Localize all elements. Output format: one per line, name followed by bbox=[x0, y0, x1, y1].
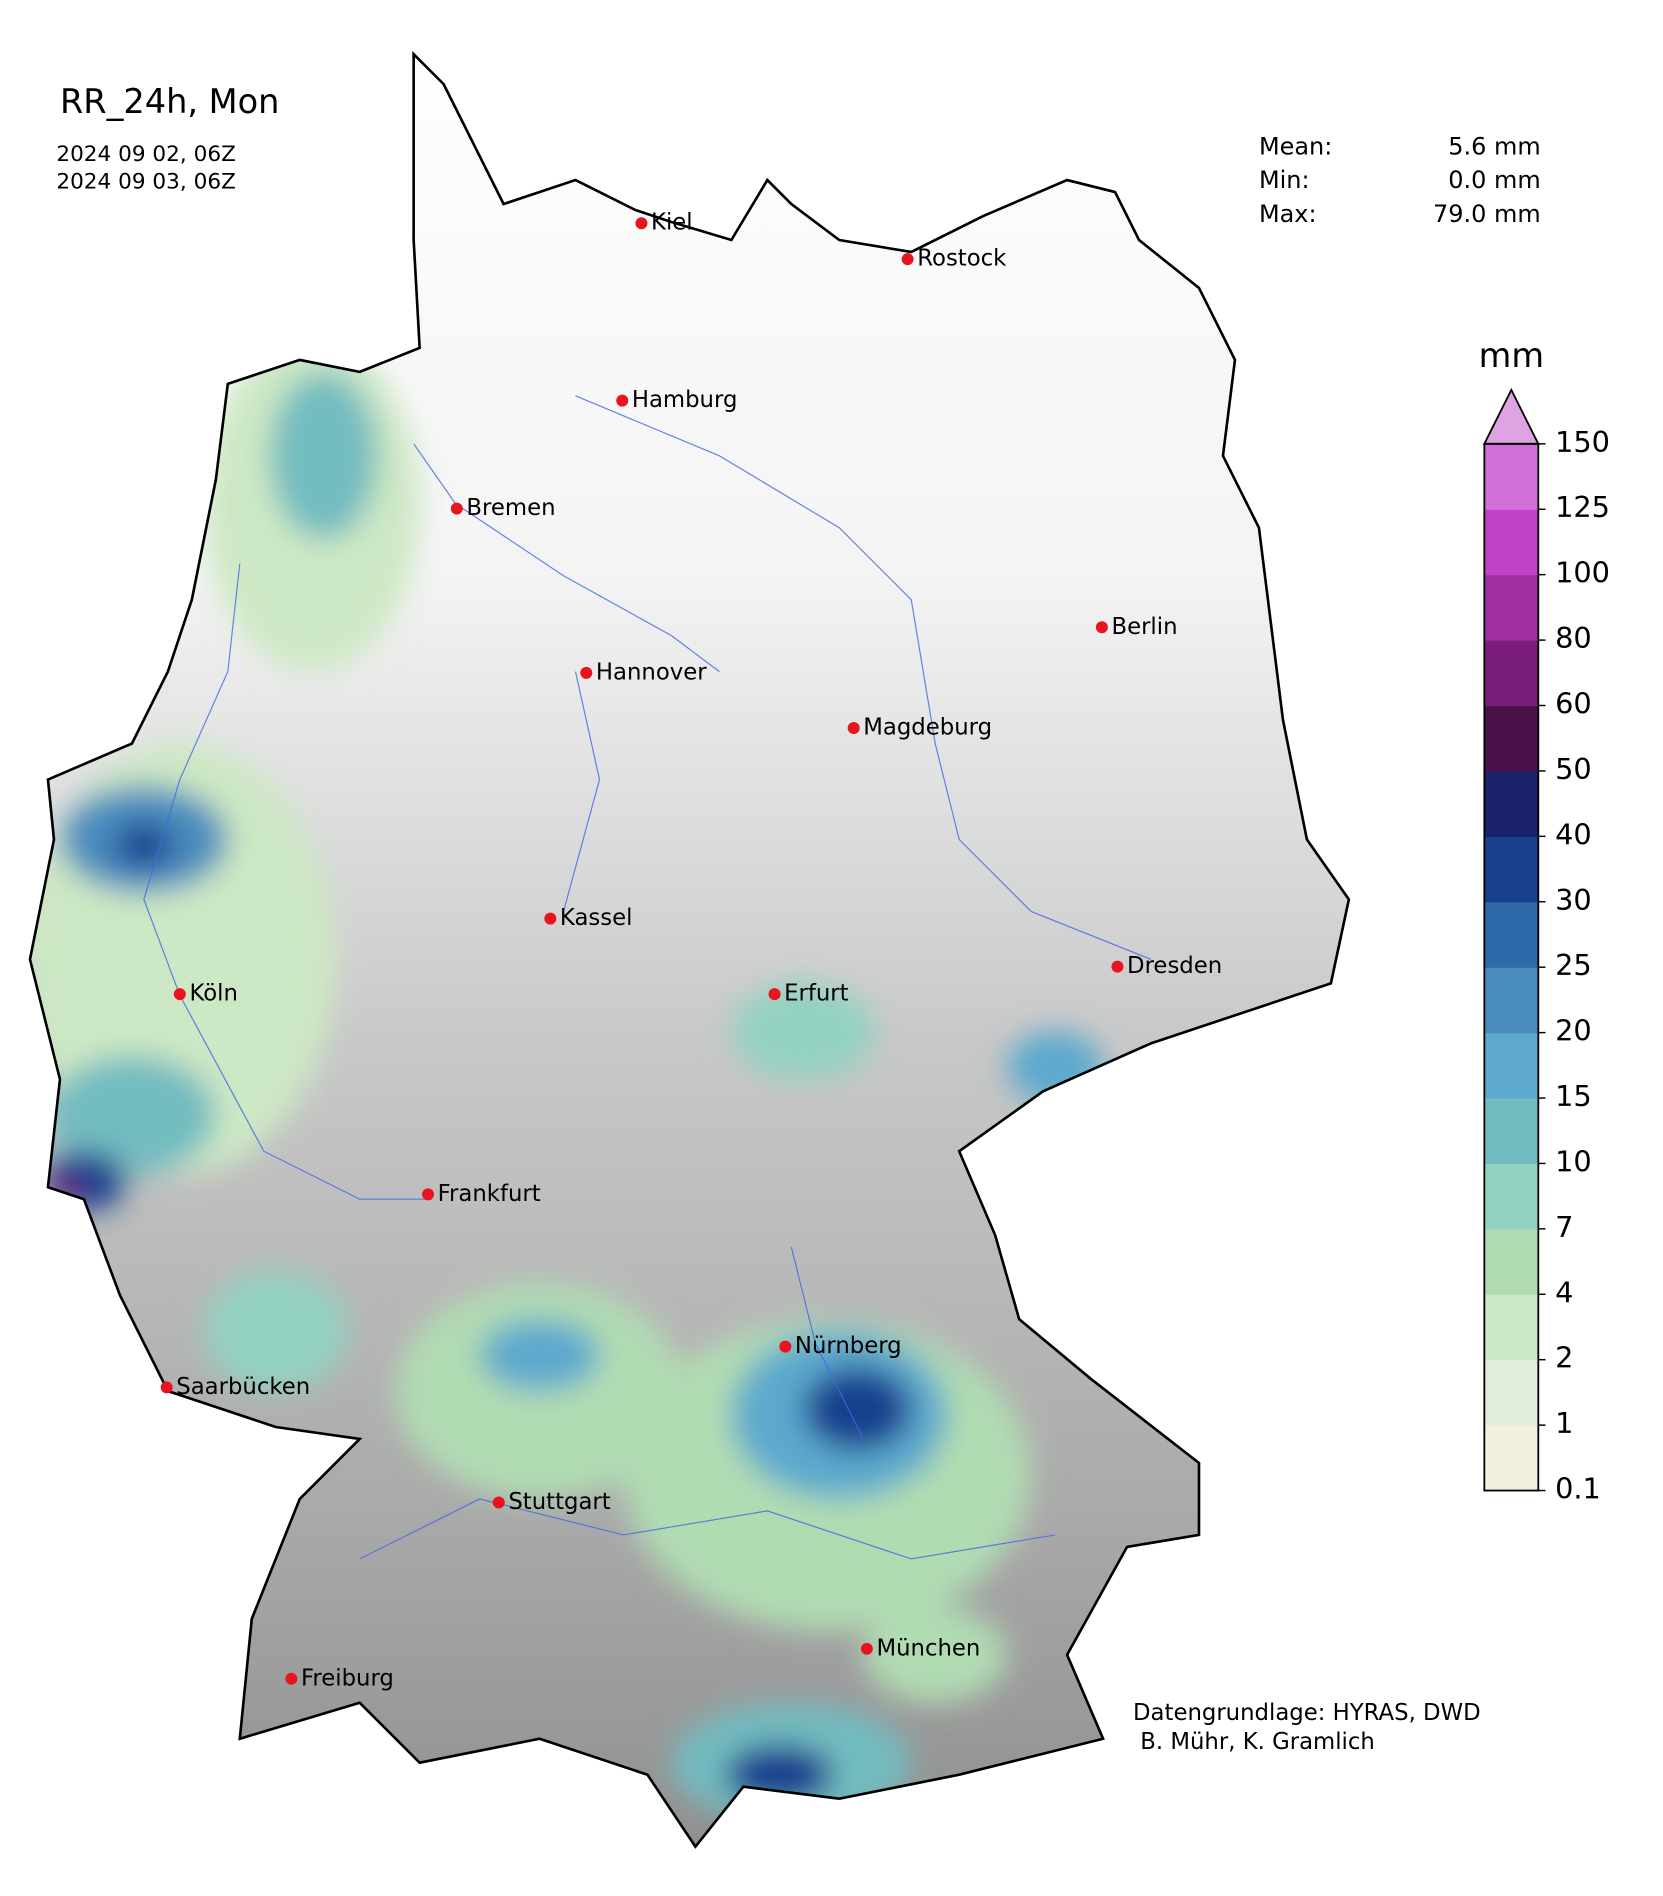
colorbar-label: mm bbox=[1479, 336, 1544, 375]
city-label: Freiburg bbox=[301, 1665, 394, 1691]
colorbar-tick-label: 100 bbox=[1555, 556, 1610, 590]
city-label: Saarbücken bbox=[176, 1374, 310, 1400]
colorbar-segment bbox=[1484, 901, 1539, 968]
stat-label: Max: bbox=[1259, 200, 1317, 228]
city-marker bbox=[616, 394, 629, 407]
city-label: Magdeburg bbox=[863, 714, 992, 740]
colorbar-tick-label: 10 bbox=[1555, 1144, 1592, 1178]
city-marker bbox=[173, 988, 186, 1001]
city-marker bbox=[847, 721, 860, 734]
colorbar-tick-label: 0.1 bbox=[1555, 1472, 1601, 1506]
colorbar-tick-label: 125 bbox=[1555, 490, 1610, 524]
city-marker bbox=[580, 666, 593, 679]
period-end: 2024 09 03, 06Z bbox=[56, 169, 236, 194]
city-marker bbox=[768, 988, 781, 1001]
colorbar-tick-label: 7 bbox=[1555, 1210, 1573, 1244]
colorbar-tick-label: 1 bbox=[1555, 1406, 1573, 1440]
credit-authors: B. Mühr, K. Gramlich bbox=[1133, 1729, 1375, 1755]
colorbar-tick-label: 4 bbox=[1555, 1275, 1573, 1309]
city-label: Hannover bbox=[596, 659, 707, 685]
city-label: Frankfurt bbox=[438, 1181, 541, 1207]
city-label: Köln bbox=[189, 981, 237, 1007]
colorbar-segment bbox=[1484, 1228, 1539, 1295]
city-label: Dresden bbox=[1127, 953, 1222, 979]
map-title: RR_24h, Mon bbox=[60, 82, 280, 121]
stat-label: Mean: bbox=[1259, 133, 1332, 161]
credit-source: Datengrundlage: HYRAS, DWD bbox=[1133, 1700, 1481, 1726]
city-marker bbox=[635, 217, 648, 230]
colorbar-tick-label: 20 bbox=[1555, 1014, 1592, 1048]
colorbar-tick-label: 80 bbox=[1555, 621, 1592, 655]
colorbar-segment bbox=[1484, 1294, 1539, 1361]
stat-value: 5.6 mm bbox=[1448, 133, 1540, 161]
city-marker bbox=[1111, 960, 1124, 973]
colorbar-segment bbox=[1484, 509, 1539, 576]
city-marker bbox=[544, 912, 557, 925]
colorbar-tick-label: 30 bbox=[1555, 883, 1592, 917]
colorbar-segment bbox=[1484, 1163, 1539, 1230]
city-label: Hamburg bbox=[632, 387, 738, 413]
colorbar-segment bbox=[1484, 705, 1539, 772]
cities: Kiel Rostock Hamburg Bremen Berlin Hannover Ma… bbox=[160, 210, 1222, 1691]
city-label: Kiel bbox=[651, 210, 693, 236]
city-marker bbox=[779, 1340, 792, 1353]
colorbar-segment bbox=[1484, 1098, 1539, 1165]
stat-value: 0.0 mm bbox=[1448, 166, 1540, 194]
city-marker bbox=[492, 1496, 505, 1509]
colorbar-tick-label: 50 bbox=[1555, 752, 1592, 786]
city-label: München bbox=[876, 1635, 980, 1661]
city-label: Berlin bbox=[1111, 614, 1177, 640]
colorbar-segment bbox=[1484, 1425, 1539, 1492]
colorbar-segment bbox=[1484, 1032, 1539, 1099]
city-marker bbox=[422, 1188, 435, 1201]
colorbar-segment bbox=[1484, 443, 1539, 510]
period-start: 2024 09 02, 06Z bbox=[56, 142, 236, 167]
city-marker bbox=[160, 1381, 173, 1394]
colorbar-segment bbox=[1484, 574, 1539, 641]
city-marker bbox=[901, 253, 914, 266]
colorbar-segment bbox=[1484, 770, 1539, 837]
city-label: Nürnberg bbox=[795, 1333, 902, 1359]
city-marker bbox=[285, 1672, 298, 1685]
colorbar-extension bbox=[1482, 387, 1540, 445]
city-label: Stuttgart bbox=[508, 1489, 610, 1515]
colorbar-tick-label: 150 bbox=[1555, 425, 1610, 459]
colorbar-segment bbox=[1484, 836, 1539, 903]
colorbar-segment bbox=[1484, 967, 1539, 1034]
stats: Mean: 5.6 mm Min: 0.0 mm Max: 79.0 mm bbox=[1259, 133, 1541, 228]
stat-value: 79.0 mm bbox=[1433, 200, 1541, 228]
city-label: Rostock bbox=[917, 246, 1007, 272]
colorbar-tick-label: 40 bbox=[1555, 817, 1592, 851]
colorbar: 0.1 1 2 4 7 10 15 20 25 30 40 50 60 80 100 125 150 mm bbox=[1479, 336, 1610, 1506]
colorbar-tick-label: 25 bbox=[1555, 948, 1592, 982]
colorbar-segment bbox=[1484, 640, 1539, 707]
city-marker bbox=[1095, 621, 1108, 634]
colorbar-tick-label: 2 bbox=[1555, 1341, 1573, 1375]
colorbar-segment bbox=[1484, 1359, 1539, 1426]
colorbar-tick-label: 60 bbox=[1555, 687, 1592, 721]
city-label: Kassel bbox=[560, 905, 633, 931]
colorbar-tick-label: 15 bbox=[1555, 1079, 1592, 1113]
city-label: Bremen bbox=[466, 495, 555, 521]
city-marker bbox=[860, 1642, 873, 1655]
stat-label: Min: bbox=[1259, 166, 1310, 194]
city-label: Erfurt bbox=[784, 981, 849, 1007]
city-marker bbox=[450, 502, 463, 515]
